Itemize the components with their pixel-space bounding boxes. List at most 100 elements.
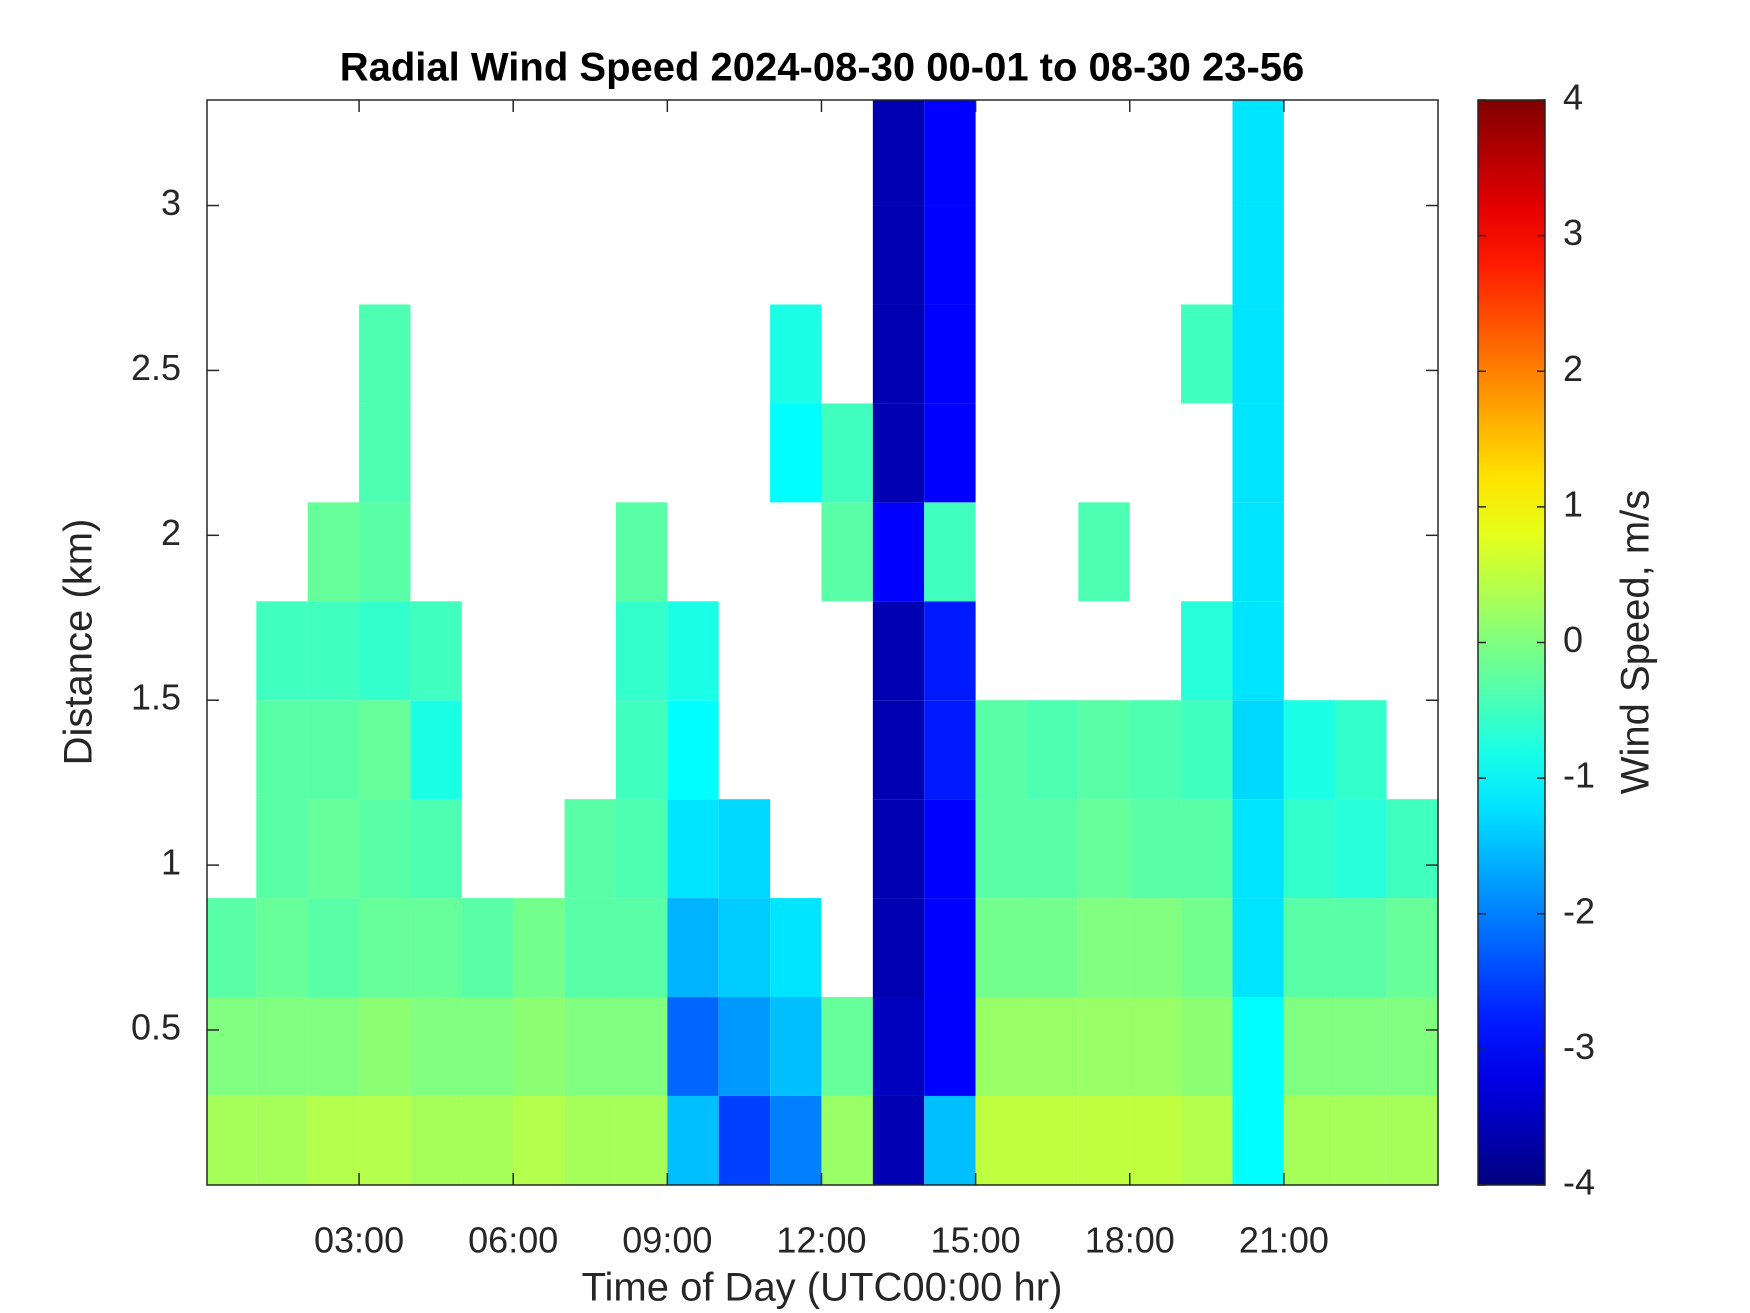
heatmap-cell bbox=[1232, 304, 1284, 404]
plot-frame bbox=[206, 99, 1439, 1186]
heatmap-cell bbox=[359, 700, 411, 800]
heatmap-cell bbox=[770, 1095, 822, 1185]
heatmap-cell bbox=[1232, 997, 1284, 1096]
heatmap-cell bbox=[1078, 700, 1130, 800]
heatmap-cell bbox=[872, 799, 925, 899]
heatmap-cell bbox=[307, 601, 360, 701]
heatmap-cell bbox=[975, 1095, 1027, 1185]
heatmap-cell bbox=[1283, 1095, 1336, 1185]
heatmap-cell bbox=[872, 502, 925, 602]
y-tick-label: 2.5 bbox=[131, 347, 181, 388]
heatmap-cell bbox=[615, 601, 668, 701]
heatmap-cell bbox=[821, 403, 873, 503]
heatmap-cell bbox=[307, 1095, 360, 1185]
heatmap-cell bbox=[256, 700, 308, 800]
heatmap-cell bbox=[1078, 1095, 1130, 1185]
x-tick-label: 03:00 bbox=[314, 1220, 404, 1261]
heatmap-cell bbox=[1026, 1095, 1079, 1185]
heatmap-cell bbox=[872, 100, 925, 206]
heatmap-cell bbox=[770, 403, 822, 503]
heatmap-cell bbox=[1232, 205, 1284, 305]
heatmap-cell bbox=[1129, 1095, 1182, 1185]
heatmap-cell bbox=[667, 601, 719, 701]
x-tick-label: 09:00 bbox=[622, 1220, 712, 1261]
heatmap-cell bbox=[821, 502, 873, 602]
heatmap-cell bbox=[207, 1095, 257, 1185]
heatmap-cell bbox=[207, 997, 257, 1096]
heatmap-cell bbox=[872, 1095, 925, 1185]
heatmap-cell bbox=[1026, 799, 1079, 899]
heatmap-cell bbox=[1386, 997, 1438, 1096]
heatmap-cell bbox=[359, 799, 411, 899]
heatmap-cell bbox=[461, 1095, 514, 1185]
heatmap-cell bbox=[667, 700, 719, 800]
heatmap-cell bbox=[770, 304, 822, 404]
heatmap-cell bbox=[1181, 1095, 1233, 1185]
x-tick-label: 15:00 bbox=[931, 1220, 1021, 1261]
heatmap-cell bbox=[667, 1095, 719, 1185]
heatmap-cell bbox=[1026, 700, 1079, 800]
chart-title: Radial Wind Speed 2024-08-30 00-01 to 08… bbox=[340, 46, 1305, 90]
heatmap-cell bbox=[1335, 1095, 1387, 1185]
heatmap-cell bbox=[1283, 898, 1336, 998]
heatmap-cell bbox=[256, 799, 308, 899]
colorbar-tick-label: 0 bbox=[1563, 619, 1583, 660]
heatmap-cell bbox=[1181, 601, 1233, 701]
colorbar-tick-label: 2 bbox=[1563, 348, 1583, 389]
heatmap-cell bbox=[872, 898, 925, 998]
x-axis-label: Time of Day (UTC00:00 hr) bbox=[582, 1266, 1063, 1310]
heatmap-cell bbox=[615, 1095, 668, 1185]
colorbar-tick-label: -1 bbox=[1563, 755, 1595, 796]
heatmap-cell bbox=[564, 997, 616, 1096]
colorbar-tick-label: -3 bbox=[1563, 1026, 1595, 1067]
heatmap-cell bbox=[513, 997, 565, 1096]
y-axis-label: Distance (km) bbox=[57, 519, 101, 766]
heatmap-cell bbox=[924, 997, 976, 1096]
heatmap-cell bbox=[872, 601, 925, 701]
heatmap-cell bbox=[615, 997, 668, 1096]
heatmap-cell bbox=[667, 898, 719, 998]
heatmap-cell bbox=[1386, 799, 1438, 899]
heatmap-cell bbox=[1232, 898, 1284, 998]
heatmap-cell bbox=[718, 1095, 771, 1185]
heatmap-cell bbox=[615, 799, 668, 899]
y-tick-label: 1 bbox=[161, 842, 181, 883]
heatmap-cell bbox=[1232, 601, 1284, 701]
heatmap-cell bbox=[1181, 700, 1233, 800]
heatmap-cell bbox=[924, 403, 976, 503]
heatmap-cell bbox=[307, 502, 360, 602]
heatmap-cell bbox=[924, 898, 976, 998]
heatmap-cell bbox=[924, 100, 976, 206]
heatmap-cell bbox=[975, 997, 1027, 1096]
heatmap-cell bbox=[513, 1095, 565, 1185]
heatmap-cell bbox=[307, 799, 360, 899]
heatmap-cell bbox=[410, 997, 462, 1096]
heatmap-cell bbox=[1129, 700, 1182, 800]
heatmap-cell bbox=[307, 898, 360, 998]
heatmap-cell bbox=[256, 601, 308, 701]
heatmap-cell bbox=[872, 304, 925, 404]
heatmap-cell bbox=[1232, 700, 1284, 800]
heatmap-cell bbox=[1386, 1095, 1438, 1185]
heatmap-cell bbox=[256, 1095, 308, 1185]
heatmap-cell bbox=[1181, 304, 1233, 404]
heatmap-cell bbox=[615, 502, 668, 602]
colorbar-tick-label: -2 bbox=[1563, 890, 1595, 931]
y-tick-label: 3 bbox=[161, 182, 181, 223]
heatmap-cell bbox=[1181, 898, 1233, 998]
heatmap-cell bbox=[1335, 997, 1387, 1096]
heatmap-cell bbox=[1078, 502, 1130, 602]
heatmap-cell bbox=[718, 799, 771, 899]
heatmap-cell bbox=[1078, 898, 1130, 998]
heatmap-cell bbox=[718, 997, 771, 1096]
heatmap-cell bbox=[359, 1095, 411, 1185]
x-tick-label: 18:00 bbox=[1085, 1220, 1175, 1261]
heatmap-cell bbox=[564, 1095, 616, 1185]
heatmap-cell bbox=[924, 700, 976, 800]
heatmap-cell bbox=[1181, 997, 1233, 1096]
heatmap-cell bbox=[1129, 997, 1182, 1096]
heatmap-cell bbox=[1335, 898, 1387, 998]
heatmap-cell bbox=[564, 898, 616, 998]
colorbar-tick-label: 1 bbox=[1563, 483, 1583, 524]
y-tick-label: 1.5 bbox=[131, 677, 181, 718]
